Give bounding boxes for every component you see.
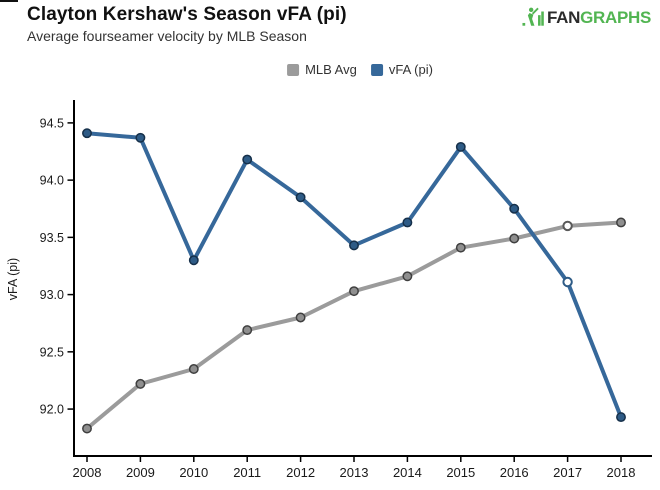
series-line-mlb-avg (85, 220, 623, 431)
y-tick-label: 93.5 (40, 231, 64, 245)
x-tick-label: 2012 (286, 465, 315, 480)
point-mlb-avg-2013[interactable] (349, 286, 359, 297)
point-vfa-pi-2008[interactable] (82, 128, 92, 139)
chart-subtitle: Average fourseamer velocity by MLB Seaso… (27, 28, 307, 44)
point-vfa-pi-2014[interactable] (402, 217, 413, 228)
x-tick-label: 2010 (179, 465, 208, 480)
point-mlb-avg-2011[interactable] (242, 325, 253, 336)
logo-text-fan: FAN (546, 7, 581, 27)
x-tick-label: 2008 (73, 465, 102, 480)
legend-swatch-mlb-avg (287, 63, 300, 76)
point-mlb-avg-2018[interactable] (616, 217, 626, 228)
point-vfa-pi-2009[interactable] (135, 132, 146, 143)
x-tick-label: 2014 (393, 465, 422, 480)
point-vfa-pi-2011[interactable] (242, 154, 253, 165)
y-tick-label: 92.5 (40, 345, 64, 359)
point-vfa-pi-2018[interactable] (616, 412, 626, 423)
x-tick-label: 2017 (553, 465, 582, 480)
legend-item-mlb-avg[interactable]: MLB Avg (287, 62, 357, 77)
axis-lines (73, 100, 652, 457)
point-mlb-avg-2012[interactable] (295, 312, 306, 323)
screen-edge-artifact (0, 0, 18, 2)
x-tick-label: 2015 (446, 465, 475, 480)
chart-legend: MLB Avg vFA (pi) (287, 62, 433, 77)
point-vfa-pi-2017[interactable] (562, 276, 573, 288)
point-mlb-avg-2014[interactable] (402, 271, 413, 282)
fangraphs-logo[interactable]: FANGRAPHS (522, 6, 651, 28)
y-tick-label: 92.0 (40, 403, 64, 417)
x-tick-label: 2016 (500, 465, 529, 480)
y-tick-label: 94.0 (40, 174, 64, 188)
y-axis-title: vFA (pi) (6, 258, 20, 300)
fangraphs-batter-icon (522, 7, 544, 26)
legend-label-vfa-pi: vFA (pi) (388, 62, 433, 77)
x-tick-label: 2018 (607, 465, 636, 480)
point-mlb-avg-2010[interactable] (188, 364, 199, 374)
legend-swatch-vfa-pi (370, 63, 383, 76)
point-mlb-avg-2008[interactable] (82, 423, 92, 434)
point-vfa-pi-2013[interactable] (349, 240, 359, 251)
legend-label-mlb-avg: MLB Avg (305, 62, 357, 77)
y-tick-label: 94.5 (40, 116, 64, 130)
legend-item-vfa-pi[interactable]: vFA (pi) (370, 62, 433, 77)
point-vfa-pi-2012[interactable] (295, 192, 306, 203)
x-tick-label: 2013 (340, 465, 369, 480)
logo-text-graphs: GRAPHS (580, 7, 651, 27)
point-vfa-pi-2015[interactable] (455, 141, 466, 152)
point-mlb-avg-2017[interactable] (562, 220, 573, 232)
point-vfa-pi-2010[interactable] (188, 255, 199, 266)
point-mlb-avg-2016[interactable] (509, 233, 520, 244)
x-tick-label: 2009 (126, 465, 155, 480)
x-tick-label: 2011 (233, 465, 261, 480)
point-mlb-avg-2015[interactable] (455, 242, 466, 253)
point-vfa-pi-2016[interactable] (509, 203, 520, 214)
chart-title: Clayton Kershaw's Season vFA (pi) (27, 4, 347, 25)
y-tick-label: 93.0 (40, 288, 64, 302)
point-mlb-avg-2009[interactable] (135, 378, 146, 389)
